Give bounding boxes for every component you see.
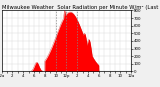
Text: Milwaukee Weather  Solar Radiation per Minute W/m² (Last 24 Hours): Milwaukee Weather Solar Radiation per Mi… <box>2 5 160 10</box>
